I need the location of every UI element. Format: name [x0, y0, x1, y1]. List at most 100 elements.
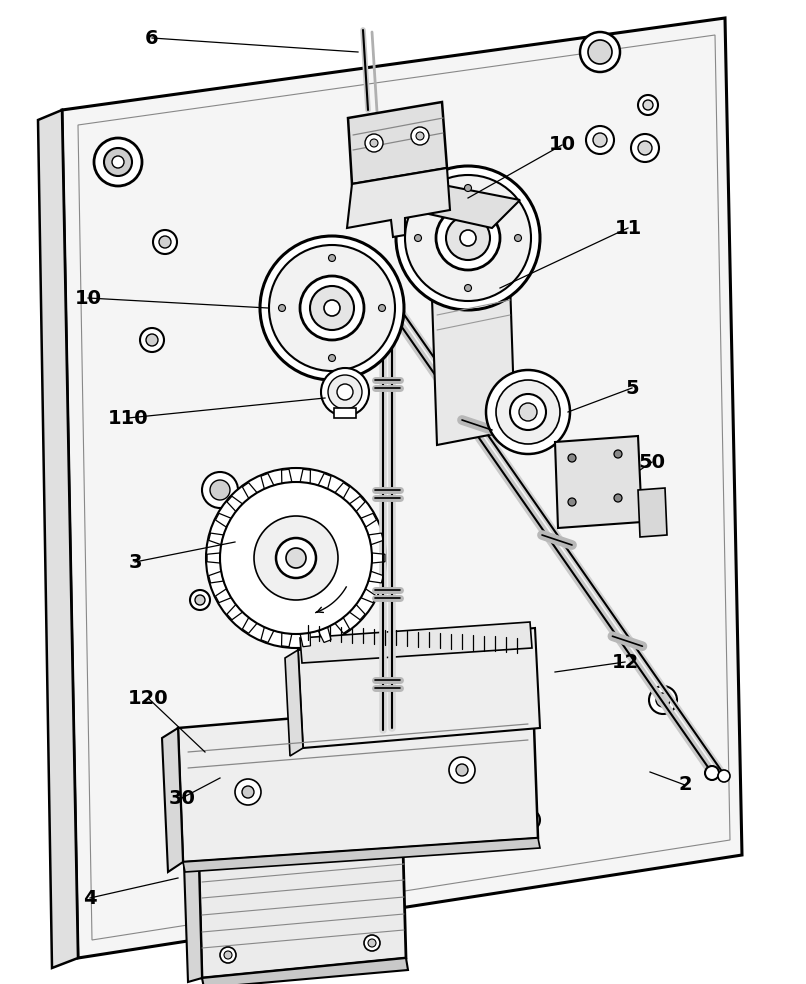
- Polygon shape: [281, 633, 292, 646]
- Circle shape: [496, 380, 560, 444]
- Circle shape: [286, 548, 306, 568]
- Circle shape: [190, 590, 210, 610]
- Polygon shape: [350, 496, 365, 512]
- Polygon shape: [243, 618, 257, 634]
- Polygon shape: [368, 533, 383, 545]
- Circle shape: [396, 166, 540, 310]
- Polygon shape: [215, 514, 231, 527]
- Circle shape: [224, 951, 232, 959]
- Circle shape: [260, 236, 404, 380]
- Circle shape: [220, 482, 372, 634]
- Polygon shape: [227, 496, 243, 512]
- Circle shape: [525, 815, 535, 825]
- Text: 3: 3: [128, 552, 142, 572]
- Circle shape: [638, 141, 652, 155]
- Polygon shape: [285, 650, 303, 756]
- Circle shape: [368, 939, 376, 947]
- Circle shape: [328, 375, 362, 409]
- Circle shape: [643, 100, 653, 110]
- Circle shape: [206, 468, 386, 648]
- Polygon shape: [372, 553, 385, 563]
- Polygon shape: [207, 553, 220, 563]
- Text: 5: 5: [625, 379, 639, 398]
- Circle shape: [649, 686, 677, 714]
- Circle shape: [718, 770, 730, 782]
- Polygon shape: [300, 633, 310, 646]
- Circle shape: [586, 126, 614, 154]
- Circle shape: [210, 480, 230, 500]
- Circle shape: [456, 764, 468, 776]
- Circle shape: [446, 216, 490, 260]
- Circle shape: [405, 175, 531, 301]
- Polygon shape: [555, 436, 642, 528]
- Circle shape: [370, 832, 386, 848]
- Polygon shape: [361, 514, 376, 527]
- Circle shape: [514, 234, 521, 241]
- Text: 10: 10: [549, 136, 575, 154]
- Text: 11: 11: [614, 218, 642, 237]
- Polygon shape: [209, 533, 223, 545]
- Polygon shape: [215, 588, 231, 602]
- Polygon shape: [347, 168, 450, 237]
- Circle shape: [195, 595, 205, 605]
- Circle shape: [337, 384, 353, 400]
- Circle shape: [580, 32, 620, 72]
- Circle shape: [159, 236, 171, 248]
- Text: 12: 12: [612, 652, 638, 671]
- Circle shape: [329, 354, 335, 361]
- Circle shape: [414, 234, 422, 241]
- Circle shape: [379, 304, 385, 312]
- Polygon shape: [281, 469, 292, 483]
- Text: 6: 6: [145, 29, 159, 47]
- Circle shape: [235, 779, 261, 805]
- Circle shape: [416, 132, 424, 140]
- Polygon shape: [38, 110, 78, 968]
- Circle shape: [146, 334, 158, 346]
- Polygon shape: [348, 102, 447, 184]
- Circle shape: [364, 935, 380, 951]
- Circle shape: [614, 450, 622, 458]
- Circle shape: [324, 300, 340, 316]
- Circle shape: [449, 757, 475, 783]
- Polygon shape: [361, 588, 376, 602]
- Circle shape: [329, 255, 335, 262]
- Text: 2: 2: [678, 775, 692, 794]
- Circle shape: [614, 494, 622, 502]
- Circle shape: [464, 284, 472, 291]
- Circle shape: [254, 516, 338, 600]
- Circle shape: [411, 127, 429, 145]
- Circle shape: [202, 472, 238, 508]
- Circle shape: [365, 134, 383, 152]
- Polygon shape: [198, 812, 406, 978]
- Polygon shape: [202, 958, 408, 984]
- Circle shape: [374, 836, 382, 844]
- Circle shape: [364, 818, 380, 834]
- Polygon shape: [300, 622, 532, 663]
- Circle shape: [593, 133, 607, 147]
- Text: 50: 50: [638, 453, 666, 471]
- Polygon shape: [261, 627, 274, 643]
- Circle shape: [436, 206, 500, 270]
- Polygon shape: [350, 604, 365, 620]
- Circle shape: [464, 184, 472, 192]
- Polygon shape: [227, 604, 243, 620]
- Circle shape: [220, 947, 236, 963]
- Text: 30: 30: [168, 788, 195, 808]
- Polygon shape: [261, 473, 274, 489]
- Circle shape: [310, 286, 354, 330]
- Text: 10: 10: [74, 288, 102, 307]
- Circle shape: [112, 156, 124, 168]
- Text: 120: 120: [127, 689, 168, 707]
- Polygon shape: [335, 618, 350, 634]
- Circle shape: [588, 40, 612, 64]
- Polygon shape: [183, 838, 540, 872]
- Circle shape: [638, 95, 658, 115]
- Circle shape: [224, 834, 232, 842]
- Circle shape: [236, 802, 248, 814]
- Polygon shape: [183, 830, 202, 982]
- Circle shape: [153, 230, 177, 254]
- Circle shape: [568, 498, 576, 506]
- Circle shape: [104, 148, 132, 176]
- Polygon shape: [243, 483, 257, 499]
- Circle shape: [519, 403, 537, 421]
